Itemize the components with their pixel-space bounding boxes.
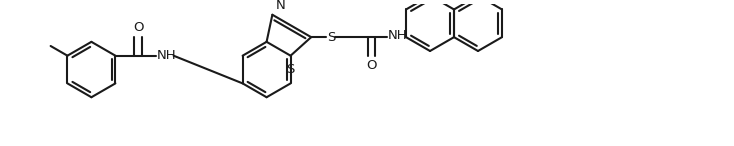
Text: O: O xyxy=(366,59,377,72)
Text: S: S xyxy=(327,31,335,44)
Text: NH: NH xyxy=(388,29,407,42)
Text: S: S xyxy=(286,63,294,76)
Text: O: O xyxy=(133,21,143,34)
Text: N: N xyxy=(276,0,286,12)
Text: NH: NH xyxy=(157,49,177,62)
